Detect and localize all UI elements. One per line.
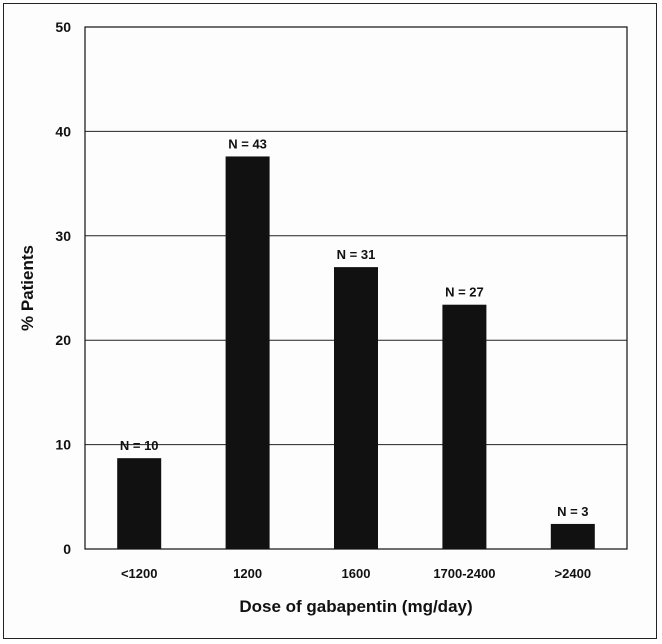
bar-data-label: N = 31 xyxy=(337,247,376,262)
y-axis-title: % Patients xyxy=(18,245,37,331)
bar xyxy=(117,458,162,549)
bar xyxy=(442,304,487,549)
x-tick-label: 1700-2400 xyxy=(433,566,495,581)
y-tick-label: 40 xyxy=(55,123,71,139)
bars xyxy=(117,156,595,549)
x-tick-label: 1600 xyxy=(342,566,371,581)
x-tick-label: <1200 xyxy=(121,566,158,581)
y-tick-label: 30 xyxy=(55,228,71,244)
bar xyxy=(550,523,595,549)
chart-frame xyxy=(3,3,657,639)
bar-data-label: N = 27 xyxy=(445,285,484,300)
y-tick-label: 10 xyxy=(55,437,71,453)
bar xyxy=(334,267,378,549)
x-axis-title: Dose of gabapentin (mg/day) xyxy=(239,597,472,616)
y-axis-ticks: 0 10 20 30 40 50 xyxy=(55,19,71,557)
x-tick-label: 1200 xyxy=(233,566,262,581)
data-labels: N = 10 N = 43 N = 31 N = 27 N = 3 xyxy=(120,136,589,518)
bar-data-label: N = 43 xyxy=(228,136,267,151)
bar xyxy=(225,156,270,549)
x-tick-label: >2400 xyxy=(555,566,592,581)
bar-data-label: N = 10 xyxy=(120,438,159,453)
y-tick-label: 0 xyxy=(63,541,71,557)
y-tick-label: 50 xyxy=(55,19,71,35)
y-tick-label: 20 xyxy=(55,332,71,348)
bar-data-label: N = 3 xyxy=(557,504,588,519)
x-axis-ticks: <1200 1200 1600 1700-2400 >2400 xyxy=(121,566,591,581)
